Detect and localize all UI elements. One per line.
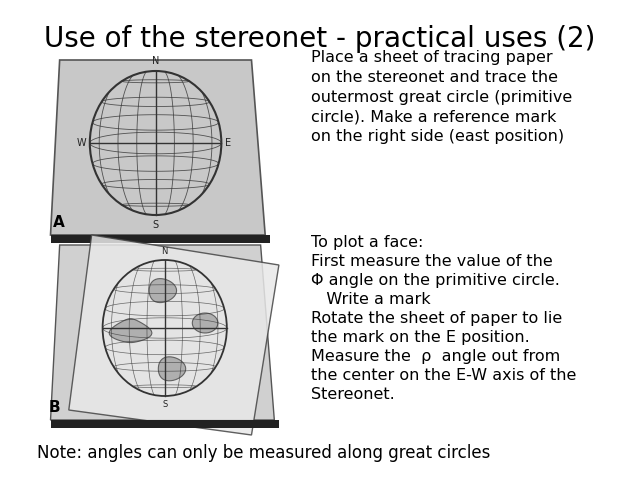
Text: First measure the value of the: First measure the value of the: [311, 254, 552, 269]
Text: Stereonet.: Stereonet.: [311, 387, 395, 402]
Polygon shape: [158, 357, 186, 381]
Text: S: S: [162, 400, 167, 409]
Polygon shape: [109, 319, 152, 343]
Text: Rotate the sheet of paper to lie: Rotate the sheet of paper to lie: [311, 311, 562, 326]
Polygon shape: [68, 235, 279, 435]
Bar: [51, 420, 279, 428]
Text: B: B: [49, 400, 60, 415]
Text: Place a sheet of tracing paper
on the stereonet and trace the
outermost great ci: Place a sheet of tracing paper on the st…: [311, 50, 572, 144]
Text: Φ angle on the primitive circle.: Φ angle on the primitive circle.: [311, 273, 560, 288]
Text: W: W: [77, 138, 86, 148]
Text: Write a mark: Write a mark: [311, 292, 431, 307]
Text: S: S: [152, 220, 159, 230]
Text: A: A: [53, 215, 65, 230]
Text: N: N: [161, 247, 168, 256]
Text: Use of the stereonet - practical uses (2): Use of the stereonet - practical uses (2…: [44, 25, 596, 53]
Text: E: E: [225, 138, 231, 148]
Text: N: N: [152, 56, 159, 66]
Polygon shape: [51, 60, 265, 235]
Polygon shape: [51, 245, 275, 420]
Text: To plot a face:: To plot a face:: [311, 235, 423, 250]
Polygon shape: [193, 313, 218, 333]
Bar: [51, 235, 269, 243]
Text: the center on the E-W axis of the: the center on the E-W axis of the: [311, 368, 576, 383]
Text: Note: angles can only be measured along great circles: Note: angles can only be measured along …: [37, 444, 490, 462]
Polygon shape: [149, 278, 177, 302]
Text: Measure the  ρ  angle out from: Measure the ρ angle out from: [311, 349, 560, 364]
Text: the mark on the E position.: the mark on the E position.: [311, 330, 530, 345]
